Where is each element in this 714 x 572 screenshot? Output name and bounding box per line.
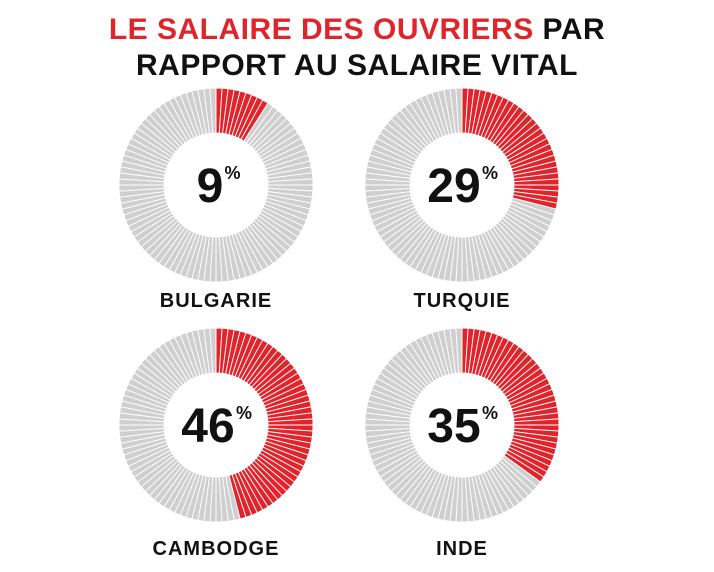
percent-sign: % (225, 163, 241, 183)
country-label: TURQUIE (414, 290, 511, 312)
donut-segment-empty (455, 327, 463, 374)
percent-sign: % (236, 403, 252, 423)
donut-bulgarie: 9 % BULGARIE (118, 87, 314, 312)
donut-segment-empty (209, 327, 217, 374)
country-label: INDE (436, 538, 488, 560)
title-line-1: LE SALAIRE DES OUVRIERS PAR (0, 12, 714, 48)
donut-turquie: 29 % TURQUIE (364, 87, 560, 312)
title-rest: PAR (533, 13, 606, 46)
country-label: BULGARIE (160, 290, 272, 312)
donut-cambodge: 46 % CAMBODGE (118, 327, 314, 560)
title-highlight: LE SALAIRE DES OUVRIERS (108, 13, 534, 46)
value-label: 29 (427, 160, 480, 213)
value-label: 46 (181, 400, 234, 453)
value-label: 9 (197, 160, 224, 213)
value-label: 35 (427, 400, 480, 453)
donut-inde: 35 % INDE (364, 327, 560, 560)
percent-sign: % (482, 403, 498, 423)
donut-segment-empty (455, 87, 463, 134)
chart-title: LE SALAIRE DES OUVRIERS PAR RAPPORT AU S… (0, 12, 714, 84)
title-line-2: RAPPORT AU SALAIRE VITAL (135, 49, 578, 82)
country-label: CAMBODGE (153, 538, 280, 560)
percent-sign: % (482, 163, 498, 183)
donut-segment-empty (209, 87, 217, 134)
